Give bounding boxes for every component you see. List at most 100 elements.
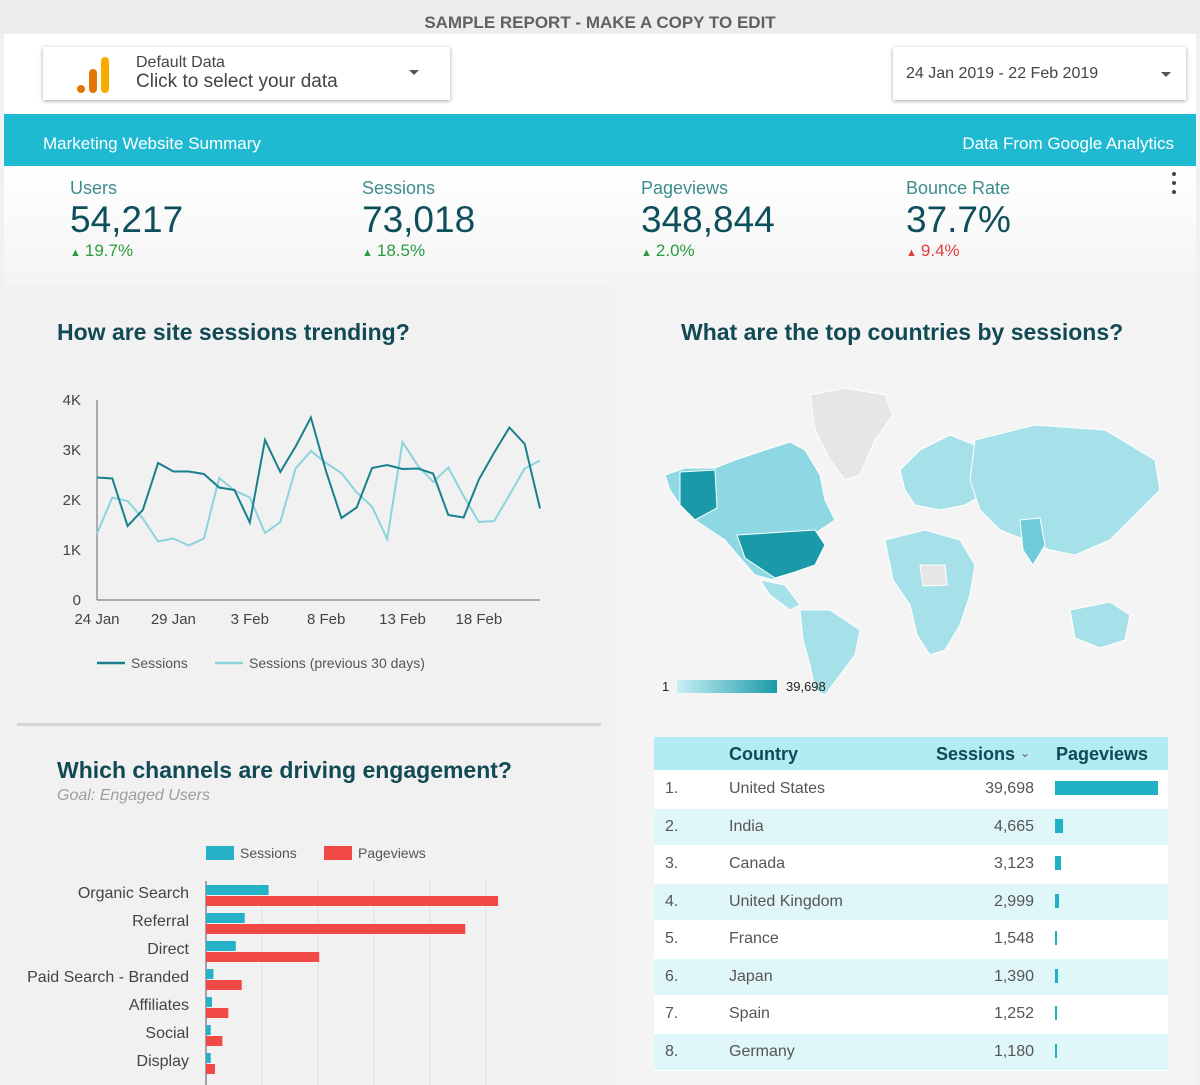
x-tick-label: 24 Jan	[74, 611, 119, 628]
legend-label: Sessions	[240, 845, 297, 861]
category-label: Social	[145, 1025, 189, 1042]
section-divider	[17, 723, 601, 726]
date-range-label: 24 Jan 2019 - 22 Feb 2019	[906, 65, 1099, 82]
category-label: Paid Search - Branded	[27, 969, 189, 986]
legend-swatch	[206, 846, 234, 860]
kpi-value: 348,844	[641, 199, 775, 240]
kpi-label: Bounce Rate	[906, 178, 1011, 198]
arrow-up-icon: ▲	[362, 247, 373, 259]
chevron-down-icon	[409, 70, 419, 75]
sort-icon[interactable]: ⌄	[1020, 746, 1031, 760]
bar-pageviews	[206, 952, 320, 962]
kpi-change: ▲ 2.0%	[641, 241, 775, 261]
country-name: United States	[729, 780, 826, 797]
kpi-label: Users	[70, 178, 118, 198]
bar-sessions	[206, 969, 214, 979]
bar-pageviews	[206, 980, 242, 990]
map-legend-gradient	[677, 680, 777, 693]
report-title: Marketing Website Summary	[43, 134, 261, 153]
sessions-value: 2,999	[993, 892, 1034, 910]
more-options-icon[interactable]	[1172, 172, 1178, 199]
world-map[interactable]: 1 39,698	[655, 380, 1165, 700]
bar-pageviews	[206, 896, 499, 906]
column-header-pageviews[interactable]: Pageviews	[1056, 744, 1149, 764]
sessions-line-chart: 0 1K 2K 3K 4K 24 Jan 29 Jan 3 Feb 8 Feb 13 Feb 18 …	[63, 392, 541, 671]
continent-africa	[884, 529, 976, 656]
row-index: 7.	[665, 1005, 679, 1022]
table-row[interactable]: 6. Japan 1,390	[654, 958, 1168, 996]
kpi-bounce-rate: Bounce Rate 37.7% ▲ 9.4%	[906, 178, 1011, 261]
y-tick-label: 4K	[63, 392, 81, 409]
category-label: Organic Search	[78, 885, 189, 902]
bar-sessions	[206, 1025, 211, 1035]
sessions-value: 1,390	[993, 967, 1034, 985]
channels-bar-chart: Sessions Pageviews Organic Search Referral D…	[27, 845, 499, 1085]
pageviews-bar	[1055, 893, 1059, 908]
row-index: 4.	[665, 892, 679, 910]
report-header: Marketing Website Summary Data From Goog…	[4, 114, 1196, 166]
sessions-value: 1,252	[993, 1005, 1034, 1022]
row-index: 8.	[665, 1042, 679, 1060]
map-legend-min: 1	[662, 679, 669, 694]
table-row[interactable]: 3. Canada 3,123	[654, 846, 1168, 884]
category-label: Direct	[147, 941, 189, 958]
table-row[interactable]: 1. United States 39,698	[654, 771, 1168, 809]
data-source-hint: Click to select your data	[136, 71, 338, 92]
kpi-change-value: 18.5%	[376, 241, 426, 260]
kpi-sessions: Sessions 73,018 ▲ 18.5%	[362, 178, 475, 261]
table-row[interactable]: 2. India 4,665	[654, 808, 1168, 846]
map-legend-max: 39,698	[786, 679, 826, 694]
sessions-trend-title: How are site sessions trending?	[57, 319, 410, 345]
arrow-up-icon: ▲	[641, 247, 652, 259]
pageviews-bar	[1055, 781, 1158, 795]
sessions-value: 3,123	[993, 855, 1034, 872]
bar-sessions	[206, 913, 245, 923]
x-tick-label: 3 Feb	[231, 611, 269, 628]
kpi-value: 54,217	[70, 199, 184, 240]
table-row[interactable]: 7. Spain 1,252	[654, 996, 1168, 1034]
country-name: United Kingdom	[729, 892, 843, 910]
bar-pageviews	[206, 1064, 215, 1074]
report-banner: SAMPLE REPORT - MAKE A COPY TO EDIT	[0, 0, 1200, 34]
pageviews-bar	[1055, 818, 1064, 833]
row-index: 2.	[665, 817, 679, 835]
pageviews-bar	[1055, 931, 1058, 945]
pageviews-bar	[1055, 968, 1059, 983]
table-row[interactable]: 8. Germany 1,180	[654, 1033, 1168, 1071]
table-body: 1. United States 39,698 2. India 4,665 3. Canad…	[654, 771, 1168, 1071]
column-header-country[interactable]: Country	[729, 744, 798, 764]
continent-north-america	[664, 441, 836, 611]
country-name: Japan	[729, 967, 773, 985]
row-index: 6.	[665, 967, 679, 985]
kpi-scorecards: Users 54,217 ▲ 19.7% Sessions 73,018 ▲ 18.…	[4, 166, 1196, 286]
category-label: Display	[137, 1053, 189, 1070]
date-range-selector[interactable]: 24 Jan 2019 - 22 Feb 2019	[893, 47, 1186, 100]
x-tick-label: 8 Feb	[307, 611, 345, 628]
kpi-change-value: 19.7%	[84, 241, 134, 260]
country-name: India	[729, 817, 764, 835]
row-index: 5.	[665, 930, 679, 947]
table-row[interactable]: 5. France 1,548	[654, 921, 1168, 959]
kpi-label: Pageviews	[641, 178, 729, 198]
series-line-0	[96, 414, 541, 528]
country-name: Spain	[729, 1005, 770, 1022]
row-index: 3.	[665, 855, 679, 872]
column-header-sessions[interactable]: Sessions	[936, 744, 1016, 764]
kpi-change: ▲ 9.4%	[906, 241, 1011, 261]
bar-sessions	[206, 941, 236, 951]
kpi-value: 37.7%	[906, 199, 1011, 240]
channels-goal: Goal: Engaged Users	[57, 787, 210, 804]
pageviews-bar	[1055, 1006, 1058, 1020]
bar-pageviews	[206, 924, 466, 934]
y-tick-label: 3K	[63, 442, 81, 459]
data-source-selector[interactable]: Default Data Click to select your data	[43, 47, 450, 100]
kpi-value: 73,018	[362, 199, 476, 240]
continent-greenland	[809, 387, 894, 481]
x-tick-label: 13 Feb	[379, 611, 426, 628]
sessions-value: 1,548	[993, 930, 1034, 947]
continent-asia	[969, 424, 1161, 566]
table-row[interactable]: 4. United Kingdom 2,999	[654, 883, 1168, 921]
legend-swatch	[324, 846, 352, 860]
chevron-down-icon	[1161, 72, 1171, 77]
y-tick-label: 2K	[63, 492, 81, 509]
